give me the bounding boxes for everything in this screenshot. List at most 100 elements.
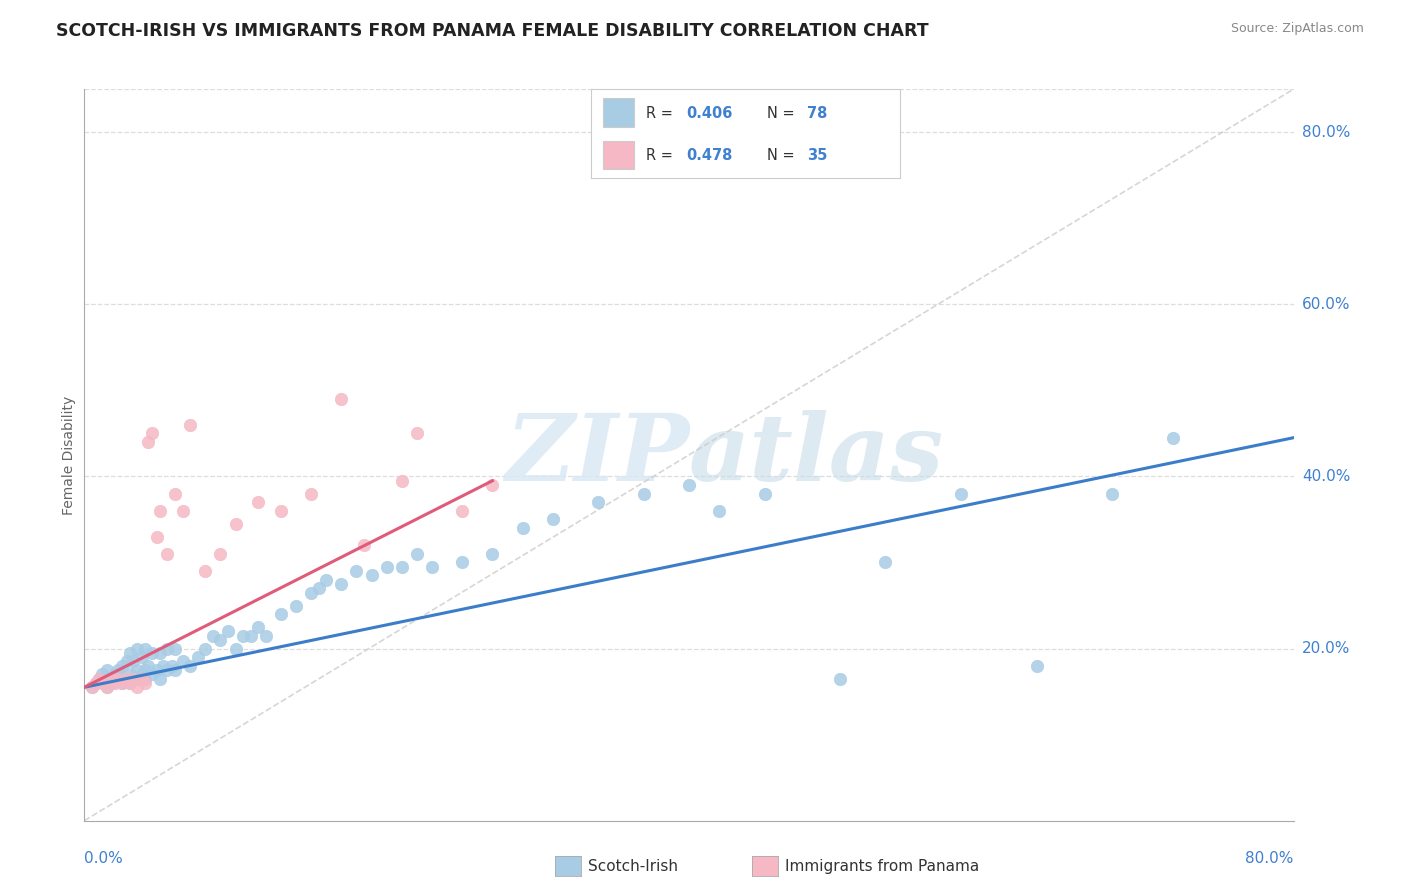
- Point: [131, 672, 153, 686]
- FancyBboxPatch shape: [603, 98, 634, 127]
- Point: [127, 680, 149, 694]
- Point: [247, 620, 270, 634]
- Text: 0.478: 0.478: [686, 148, 733, 162]
- Point: [127, 641, 149, 656]
- Point: [163, 663, 186, 677]
- Text: R =: R =: [647, 106, 678, 120]
- Point: [270, 504, 292, 518]
- Point: [247, 495, 270, 509]
- Y-axis label: Female Disability: Female Disability: [62, 395, 76, 515]
- Text: 40.0%: 40.0%: [1302, 469, 1350, 484]
- Point: [163, 641, 186, 656]
- Point: [950, 486, 973, 500]
- Point: [96, 680, 118, 694]
- Point: [104, 676, 127, 690]
- Point: [141, 646, 163, 660]
- Point: [179, 417, 201, 432]
- Point: [111, 676, 134, 690]
- Point: [156, 641, 179, 656]
- Point: [86, 676, 108, 690]
- Point: [136, 658, 159, 673]
- Text: 0.406: 0.406: [686, 106, 733, 120]
- Point: [284, 599, 308, 613]
- Point: [209, 547, 232, 561]
- Text: 80.0%: 80.0%: [1246, 851, 1294, 866]
- Point: [330, 392, 353, 406]
- Point: [86, 676, 108, 690]
- Point: [633, 486, 655, 500]
- Point: [121, 672, 143, 686]
- Point: [118, 676, 141, 690]
- Point: [406, 547, 429, 561]
- Point: [89, 672, 111, 686]
- Point: [146, 663, 169, 677]
- Point: [80, 680, 103, 694]
- Text: atlas: atlas: [689, 410, 945, 500]
- Point: [121, 672, 143, 686]
- Point: [201, 629, 224, 643]
- Point: [104, 672, 127, 686]
- Point: [89, 672, 111, 686]
- Point: [134, 641, 156, 656]
- Point: [115, 672, 138, 686]
- Text: R =: R =: [647, 148, 678, 162]
- Point: [100, 672, 122, 686]
- Point: [225, 516, 247, 531]
- Point: [127, 663, 149, 677]
- Point: [115, 672, 138, 686]
- Point: [830, 672, 852, 686]
- Point: [111, 658, 134, 673]
- Point: [107, 672, 129, 686]
- Text: 0.0%: 0.0%: [84, 851, 124, 866]
- Point: [156, 547, 179, 561]
- Point: [481, 547, 503, 561]
- Point: [131, 650, 153, 665]
- Text: N =: N =: [766, 148, 799, 162]
- Point: [270, 607, 292, 621]
- Point: [134, 672, 156, 686]
- Point: [353, 538, 375, 552]
- Point: [149, 646, 172, 660]
- Point: [360, 568, 382, 582]
- Point: [146, 530, 169, 544]
- Text: Immigrants from Panama: Immigrants from Panama: [785, 859, 979, 873]
- Point: [391, 474, 413, 488]
- Point: [115, 655, 138, 669]
- Point: [217, 624, 239, 639]
- Point: [875, 556, 897, 570]
- Point: [1161, 431, 1184, 445]
- Point: [391, 559, 413, 574]
- Point: [299, 486, 322, 500]
- Point: [91, 676, 114, 690]
- Text: N =: N =: [766, 106, 799, 120]
- Point: [420, 559, 443, 574]
- FancyBboxPatch shape: [603, 141, 634, 169]
- Text: 35: 35: [807, 148, 827, 162]
- Text: Source: ZipAtlas.com: Source: ZipAtlas.com: [1230, 22, 1364, 36]
- Point: [172, 655, 194, 669]
- Point: [127, 672, 149, 686]
- Point: [96, 663, 118, 677]
- Point: [152, 658, 174, 673]
- Text: SCOTCH-IRISH VS IMMIGRANTS FROM PANAMA FEMALE DISABILITY CORRELATION CHART: SCOTCH-IRISH VS IMMIGRANTS FROM PANAMA F…: [56, 22, 929, 40]
- Point: [111, 676, 134, 690]
- Text: 20.0%: 20.0%: [1302, 641, 1350, 656]
- Point: [91, 667, 114, 681]
- Point: [754, 486, 776, 500]
- Point: [375, 559, 398, 574]
- Point: [209, 632, 232, 647]
- Point: [96, 680, 118, 694]
- Point: [160, 658, 183, 673]
- Point: [346, 564, 368, 578]
- Point: [588, 495, 610, 509]
- Point: [107, 663, 129, 677]
- Point: [512, 521, 534, 535]
- Point: [172, 504, 194, 518]
- Point: [118, 676, 141, 690]
- Point: [131, 667, 153, 681]
- Point: [330, 577, 353, 591]
- Point: [225, 641, 247, 656]
- Text: ZIP: ZIP: [505, 410, 689, 500]
- Text: 80.0%: 80.0%: [1302, 125, 1350, 140]
- Point: [1025, 658, 1047, 673]
